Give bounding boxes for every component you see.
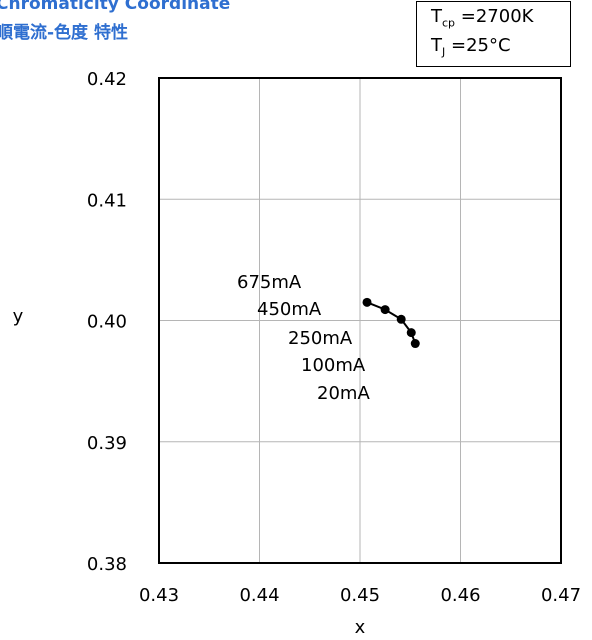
x-tick-label: 0.44 bbox=[239, 585, 279, 606]
y-axis-label: y bbox=[13, 306, 24, 327]
current-annotation: 100mA bbox=[301, 355, 366, 376]
current-annotation: 450mA bbox=[257, 299, 322, 320]
tcp-subscript: cp bbox=[442, 16, 456, 30]
chart-subtitle: 順電流-色度 特性 bbox=[0, 23, 128, 43]
x-tick-label: 0.45 bbox=[340, 585, 380, 606]
tj-symbol: T bbox=[431, 35, 442, 56]
data-point bbox=[362, 297, 372, 307]
tcp-condition: Tcp =2700K bbox=[431, 6, 533, 30]
tcp-value: =2700K bbox=[460, 6, 534, 27]
chart-title: Chromaticity Coordinate bbox=[0, 0, 231, 14]
data-series bbox=[362, 297, 420, 349]
tj-value: =25°C bbox=[450, 35, 511, 56]
current-annotation: 20mA bbox=[317, 383, 370, 404]
grid bbox=[159, 78, 561, 563]
tj-subscript: J bbox=[442, 45, 446, 59]
data-point bbox=[380, 305, 390, 315]
plot-frame bbox=[158, 77, 562, 564]
x-tick-label: 0.43 bbox=[139, 585, 179, 606]
conditions-box: Tcp =2700K TJ =25°C bbox=[416, 1, 571, 67]
y-tick-label: 0.42 bbox=[87, 69, 127, 90]
y-tick-label: 0.39 bbox=[87, 433, 127, 454]
tj-condition: TJ =25°C bbox=[431, 35, 511, 59]
x-tick-label: 0.47 bbox=[541, 585, 581, 606]
data-point bbox=[406, 328, 416, 338]
y-tick-label: 0.40 bbox=[87, 312, 127, 333]
annotations: 675mA 450mA 250mA 100mA 20mA bbox=[237, 272, 370, 404]
current-annotation: 250mA bbox=[288, 328, 353, 349]
tcp-symbol: T bbox=[431, 6, 442, 27]
x-tick-label: 0.46 bbox=[440, 585, 480, 606]
current-annotation: 675mA bbox=[237, 272, 302, 293]
tick-labels: 0.43 0.44 0.45 0.46 0.47 0.42 0.41 0.40 0.39 0.38 bbox=[87, 69, 581, 606]
y-tick-label: 0.41 bbox=[87, 190, 127, 211]
data-point bbox=[396, 314, 406, 324]
series-line bbox=[366, 301, 417, 344]
x-axis-label: x bbox=[355, 617, 366, 638]
data-point bbox=[410, 339, 420, 349]
y-tick-label: 0.38 bbox=[87, 554, 127, 575]
